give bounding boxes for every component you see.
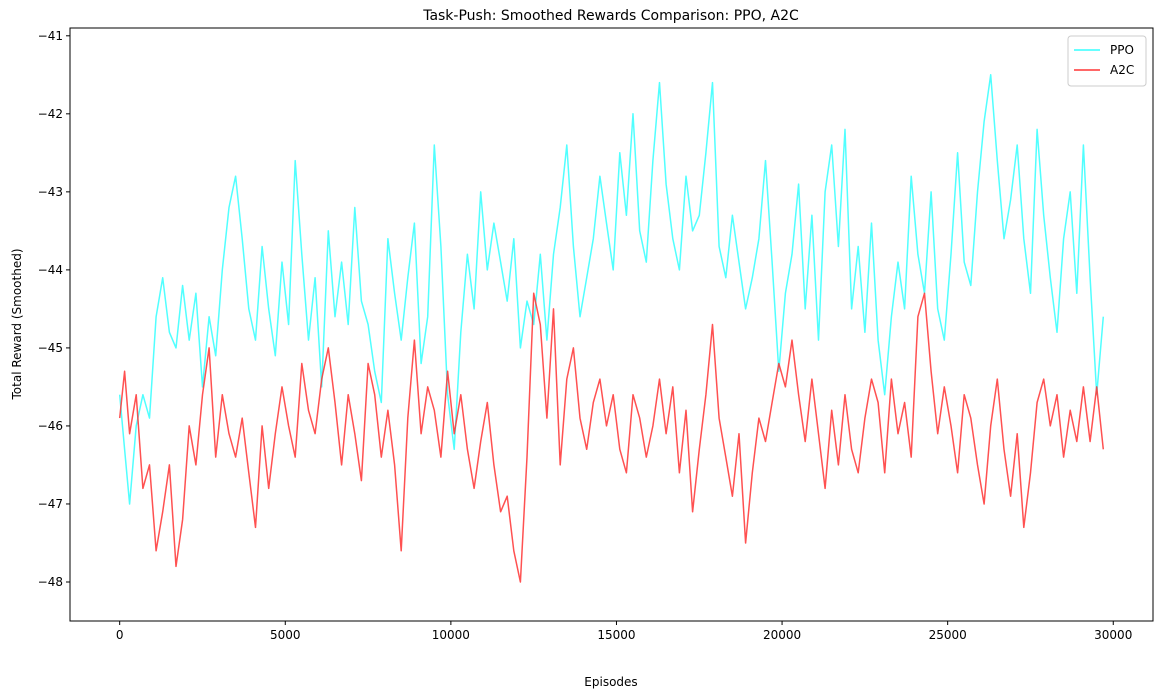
y-axis: −48 −47 −46 −45 −44 −43 −42 −41 bbox=[38, 29, 70, 589]
plot-background bbox=[70, 28, 1153, 621]
chart-title: Task-Push: Smoothed Rewards Comparison: … bbox=[422, 8, 799, 24]
plot-frame bbox=[69, 27, 1154, 622]
legend-label-ppo: PPO bbox=[1110, 43, 1134, 57]
y-tick-label-1: −47 bbox=[38, 497, 63, 511]
y-tick-label-3: −45 bbox=[38, 341, 63, 355]
y-axis-label: Total Reward (Smoothed) bbox=[10, 248, 24, 400]
x-tick-label-0: 0 bbox=[116, 628, 124, 642]
legend-label-a2c: A2C bbox=[1110, 63, 1134, 77]
x-tick-label-2: 10000 bbox=[432, 628, 470, 642]
x-tick-label-5: 25000 bbox=[929, 628, 967, 642]
y-tick-label-7: −41 bbox=[38, 29, 63, 43]
series-layer bbox=[118, 74, 1105, 583]
series-line-a2c bbox=[118, 292, 1105, 583]
x-tick-label-6: 30000 bbox=[1094, 628, 1132, 642]
x-tick-label-3: 15000 bbox=[597, 628, 635, 642]
y-tick-label-5: −43 bbox=[38, 185, 63, 199]
y-tick-label-4: −44 bbox=[38, 263, 63, 277]
x-tick-label-1: 5000 bbox=[270, 628, 301, 642]
legend-box bbox=[1067, 35, 1147, 87]
x-axis: 0 5000 10000 15000 20000 25000 30000 bbox=[116, 621, 1132, 642]
y-tick-label-0: −48 bbox=[38, 575, 63, 589]
series-line-ppo bbox=[118, 74, 1105, 505]
y-tick-label-2: −46 bbox=[38, 419, 63, 433]
x-axis-label: Episodes bbox=[584, 675, 637, 689]
x-tick-label-4: 20000 bbox=[763, 628, 801, 642]
legend: PPO A2C bbox=[1067, 35, 1147, 87]
y-tick-label-6: −42 bbox=[38, 107, 63, 121]
